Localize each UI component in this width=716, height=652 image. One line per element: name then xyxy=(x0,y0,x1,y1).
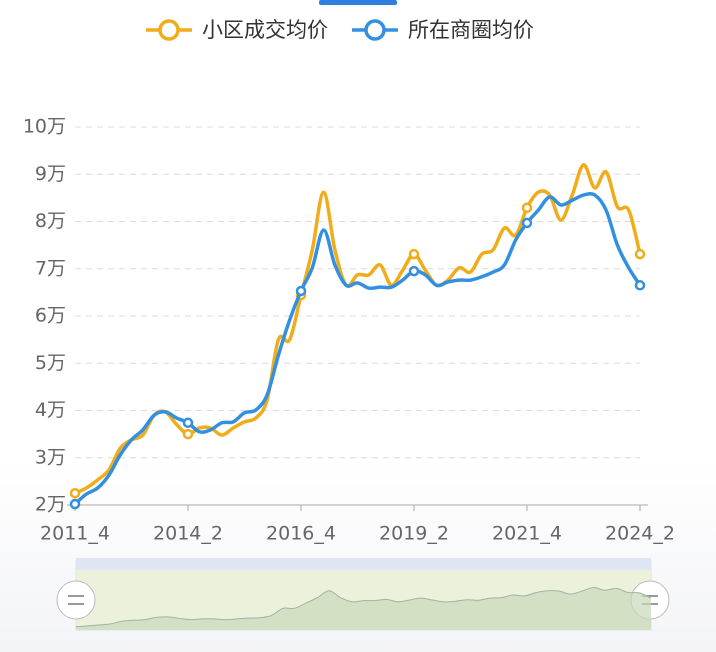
y-tick-label: 3万 xyxy=(35,446,66,468)
series-line xyxy=(73,191,642,506)
y-tick-label: 6万 xyxy=(35,305,66,327)
y-tick-label: 2万 xyxy=(35,494,66,516)
data-point xyxy=(69,487,81,499)
y-tick-label: 5万 xyxy=(35,352,66,374)
y-tick-label: 10万 xyxy=(23,116,66,138)
y-tick-label: 8万 xyxy=(35,210,66,232)
data-point xyxy=(521,217,533,229)
data-zoom[interactable] xyxy=(56,558,670,631)
handle-icon xyxy=(68,595,84,605)
legend-label: 所在商圈均价 xyxy=(408,18,534,42)
data-point xyxy=(634,248,646,260)
y-tick-label: 7万 xyxy=(35,257,66,279)
series-line xyxy=(74,163,642,495)
x-tick-label: 2014_2 xyxy=(153,523,223,545)
x-tick-label: 2021_4 xyxy=(492,523,562,545)
y-tick-label: 9万 xyxy=(35,163,66,185)
legend-item[interactable]: 所在商圈均价 xyxy=(352,18,534,42)
data-point xyxy=(69,498,81,510)
data-point xyxy=(634,280,646,291)
zoom-bar[interactable] xyxy=(76,558,651,570)
zoom-preview-line xyxy=(75,586,652,628)
legend-label: 小区成交均价 xyxy=(202,18,328,42)
data-point xyxy=(408,265,420,277)
x-tick-label: 2016_4 xyxy=(266,523,336,545)
tab-indicator xyxy=(319,0,397,5)
legend-item[interactable]: 小区成交均价 xyxy=(146,18,328,42)
x-tick-label: 2011_4 xyxy=(40,523,110,545)
data-point xyxy=(408,248,420,260)
data-point xyxy=(182,428,194,440)
zoom-handle-left[interactable] xyxy=(56,580,96,620)
legend-marker xyxy=(364,19,386,41)
x-tick-label: 2024_2 xyxy=(605,523,675,545)
data-point xyxy=(182,417,194,429)
data-point xyxy=(295,285,307,297)
data-point xyxy=(521,202,533,214)
legend-marker xyxy=(158,19,180,41)
x-tick-label: 2019_2 xyxy=(379,523,449,545)
y-tick-label: 4万 xyxy=(35,399,66,421)
